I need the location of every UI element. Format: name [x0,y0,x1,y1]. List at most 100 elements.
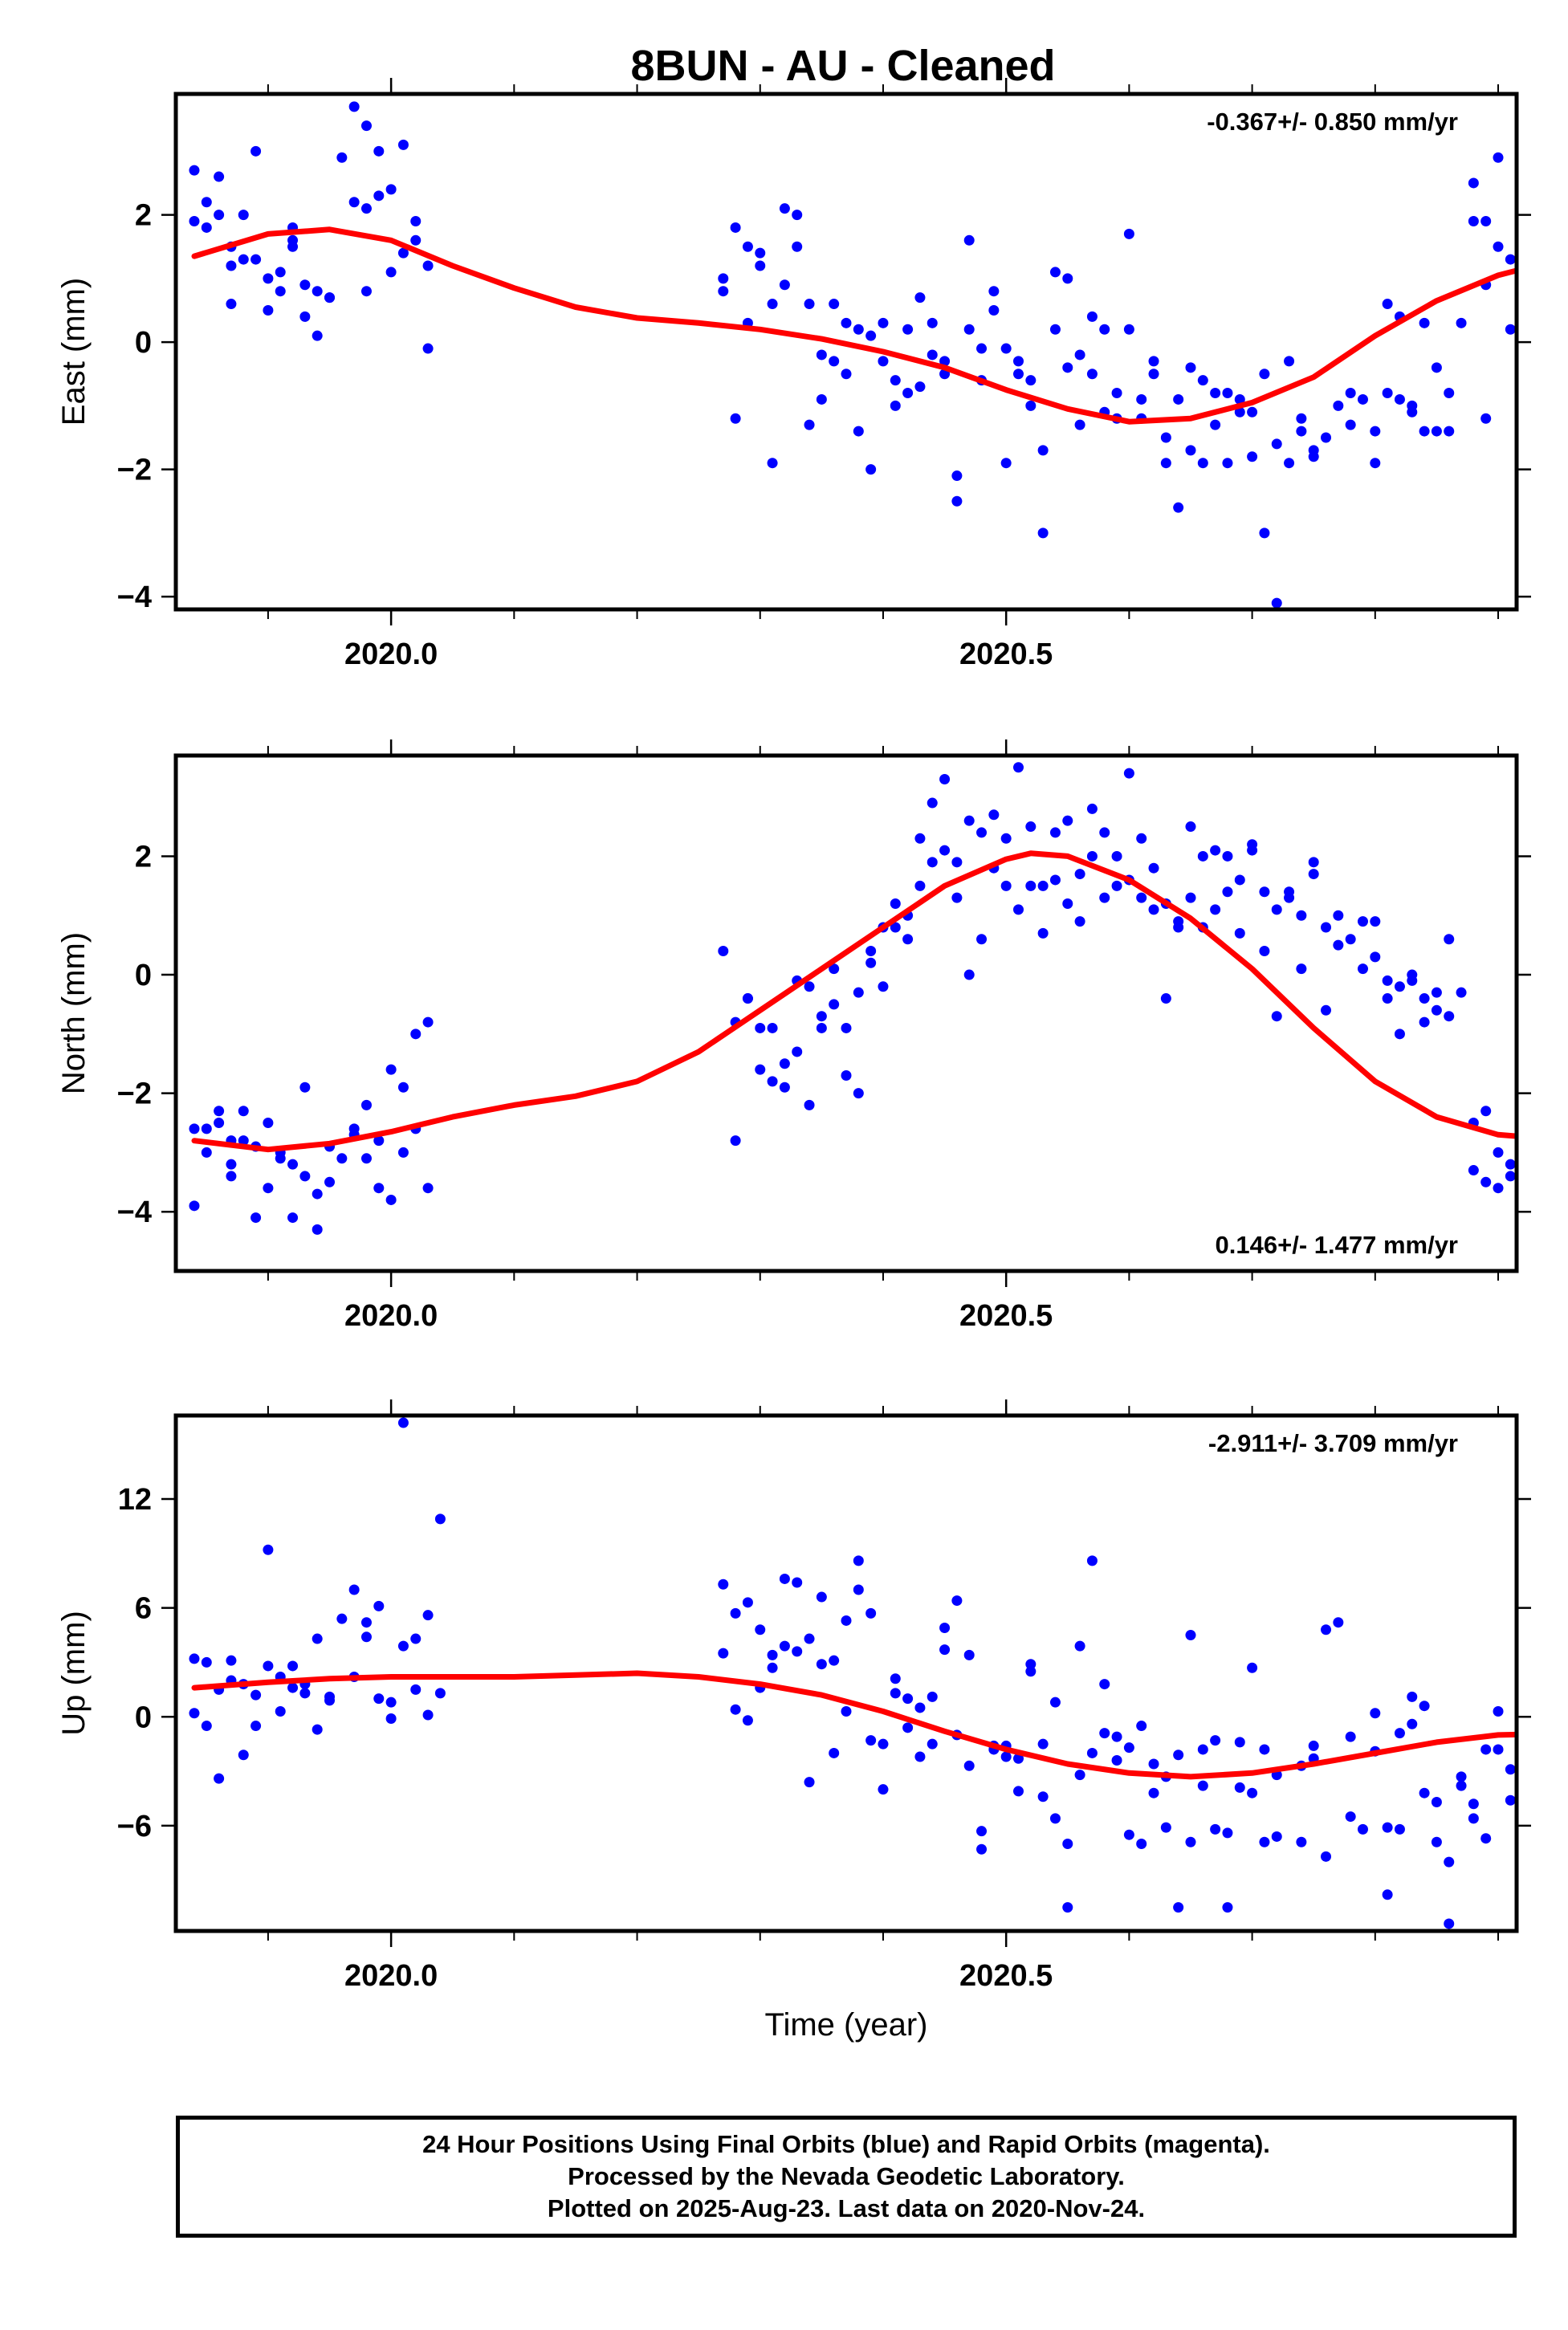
data-point [1468,177,1479,189]
data-point [1444,1918,1455,1929]
data-point [1247,1662,1258,1673]
data-point [1099,827,1110,838]
data-point [1517,1648,1528,1659]
data-point [816,393,827,405]
data-point [1407,1691,1418,1702]
data-point [1049,827,1061,838]
data-point [1493,1705,1504,1717]
data-point [1345,419,1356,430]
data-point [373,1693,385,1705]
data-point [865,464,877,475]
data-point [1247,451,1258,462]
data-point [1382,388,1393,399]
data-point [1529,1088,1540,1098]
data-point [1480,1744,1492,1755]
data-point [718,1648,729,1659]
data-point [1000,880,1012,891]
fit-line [191,226,1517,425]
rate-label: -2.911+/- 3.709 mm/yr [1208,1429,1458,1457]
y-axis-label: Up (mm) [56,1611,92,1736]
data-point [250,254,262,265]
data-point [1480,1833,1492,1844]
data-point [1529,1692,1540,1702]
data-point [250,1689,262,1701]
data-point [730,222,741,233]
data-point [1210,419,1221,430]
footer-line-1: 24 Hour Positions Using Final Orbits (bl… [422,2130,1270,2158]
data-point [1308,869,1319,880]
data-point [1062,815,1073,826]
data-point [878,1738,889,1750]
data-point [816,1022,827,1033]
data-point [1049,267,1061,278]
data-point [1480,1106,1492,1117]
data-point [1542,1766,1553,1777]
data-point [1099,892,1110,903]
data-point [779,1058,790,1069]
data-point [853,1088,864,1099]
y-tick-label: 6 [135,1592,152,1626]
data-point [1037,445,1049,456]
data-point [189,216,200,227]
data-point [263,1183,274,1194]
data-point [422,1016,434,1028]
data-point [238,254,249,265]
data-point [397,1640,409,1652]
data-point [914,381,926,393]
data-point [1554,1886,1565,1896]
data-point [189,1200,200,1212]
data-point [1111,388,1122,399]
data-point [287,1682,299,1693]
data-point [1247,845,1258,856]
data-point [1431,1836,1442,1847]
data-point [865,946,877,957]
data-point [287,234,299,246]
footer-line-3: Plotted on 2025-Aug-23. Last data on 202… [547,2194,1146,2222]
data-point [1308,451,1319,462]
data-point [841,1069,852,1081]
data-point [1173,393,1184,405]
data-point [779,1640,790,1652]
data-point [1505,324,1516,335]
data-point [1136,1838,1147,1849]
data-point [1037,1791,1049,1802]
data-point [1554,1729,1565,1740]
data-point [324,1691,336,1702]
data-point [976,934,988,945]
data-point [1321,1851,1332,1862]
data-point [1321,1624,1332,1635]
data-point [1542,1726,1553,1737]
data-point [312,286,323,297]
data-point [914,1751,926,1762]
data-point [410,216,422,227]
data-point [1000,343,1012,354]
data-point [397,1081,409,1093]
data-point [1099,324,1110,335]
panel-frame [173,1413,1519,1933]
panel-frame [173,92,1519,612]
figure-title: 8BUN - AU - Cleaned [630,42,1055,90]
data-point [1222,1902,1233,1913]
footer-line-2: Processed by the Nevada Geodetic Laborat… [568,2162,1125,2190]
data-point [1148,1758,1159,1770]
data-point [373,190,385,202]
y-tick-label: 0 [135,326,152,360]
data-point [1419,317,1430,328]
data-point [1333,400,1344,411]
data-point [312,1188,323,1200]
data-point [1185,1836,1196,1847]
rate-label: -0.367+/- 0.850 mm/yr [1207,108,1458,136]
data-point [1074,419,1085,430]
data-point [939,774,951,785]
data-point [1296,413,1307,424]
data-point [348,1123,360,1134]
data-point [878,1784,889,1795]
data-point [730,1607,741,1619]
data-point [1529,1147,1540,1158]
data-point [1321,432,1332,443]
data-point [275,286,286,297]
data-point [865,1607,877,1619]
data-point [250,1212,262,1224]
data-points [189,762,1540,1235]
data-point [214,171,225,182]
